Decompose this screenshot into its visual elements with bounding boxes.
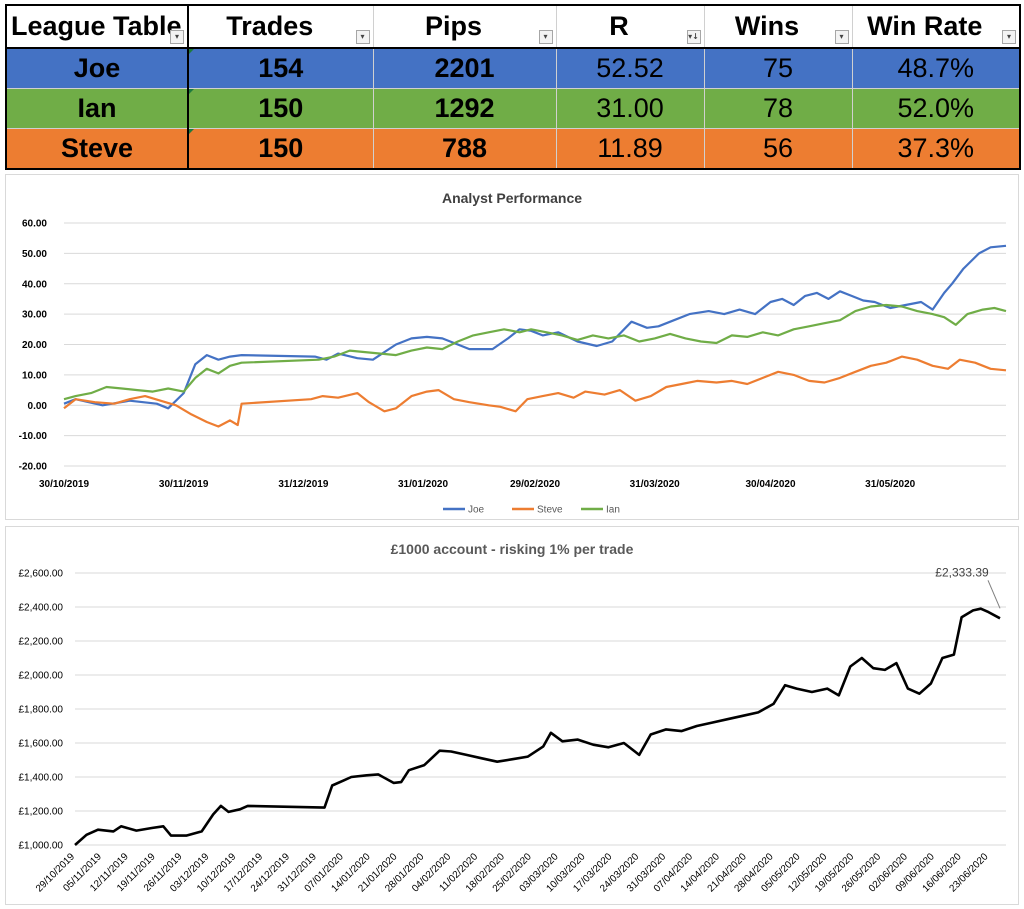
x-tick-label: 31/05/2020: [865, 479, 915, 490]
y-tick-label: 0.00: [28, 401, 48, 412]
filter-dropdown-icon[interactable]: ▾: [834, 30, 849, 44]
chart-title: £1000 account - risking 1% per trade: [391, 541, 634, 557]
table-header-label: League Table: [11, 11, 182, 41]
y-tick-label: 30.00: [22, 310, 47, 321]
account-balance-line[interactable]: [74, 607, 1001, 846]
table-header-4: Wins ▾: [703, 4, 853, 49]
table-header-label: R: [609, 11, 629, 41]
y-tick-label: £2,000.00: [19, 671, 64, 682]
table-row: Joe 154 2201 52.52 75 48.7%: [5, 47, 1021, 89]
cell-wins[interactable]: 78: [703, 88, 853, 129]
table-header-3: R ▾↓: [555, 4, 705, 49]
analyst-performance-svg: Analyst Performance 60.00 50.00 40.00 30.00 2…: [19, 190, 1007, 516]
y-tick-label: 20.00: [22, 340, 47, 351]
table-header-2: Pips ▾: [372, 4, 557, 49]
x-tick-label: 30/11/2019: [159, 479, 209, 490]
x-tick-label: 29/02/2020: [510, 479, 560, 490]
cell-win-rate[interactable]: 37.3%: [851, 128, 1021, 170]
cell-r[interactable]: 31.00: [555, 88, 705, 129]
cell-r[interactable]: 11.89: [555, 128, 705, 170]
cell-r[interactable]: 52.52: [555, 47, 705, 89]
cell-marker-icon: [189, 49, 194, 54]
table-header-label: Trades: [226, 11, 314, 41]
cell-wins[interactable]: 56: [703, 128, 853, 170]
cell-wins[interactable]: 75: [703, 47, 853, 89]
cell-name[interactable]: Joe: [5, 47, 189, 89]
cell-pips[interactable]: 2201: [372, 47, 557, 89]
cell-pips[interactable]: 1292: [372, 88, 557, 129]
table-row: Ian 150 1292 31.00 78 52.0%: [5, 88, 1021, 129]
table-row: Steve 150 788 11.89 56 37.3%: [5, 128, 1021, 170]
table-header-1: Trades ▾: [187, 4, 374, 49]
legend-item-joe[interactable]: Joe: [443, 505, 485, 516]
x-tick-label: 31/01/2020: [398, 479, 448, 490]
cell-win-rate[interactable]: 48.7%: [851, 47, 1021, 89]
filter-dropdown-icon[interactable]: ▾: [170, 30, 184, 44]
cell-trades[interactable]: 154: [187, 47, 374, 89]
y-tick-label: £1,400.00: [19, 773, 64, 784]
table-header-label: Pips: [424, 11, 483, 41]
cell-win-rate[interactable]: 52.0%: [851, 88, 1021, 129]
y-tick-label: £1,600.00: [19, 739, 64, 750]
table-header-label: Wins: [734, 11, 800, 41]
x-tick-label: 31/03/2020: [630, 479, 680, 490]
cell-marker-icon: [189, 129, 194, 134]
sort-descending-icon[interactable]: ▾↓: [686, 30, 701, 44]
legend-label: Joe: [468, 505, 485, 516]
legend-item-steve[interactable]: Steve: [512, 505, 563, 516]
y-tick-label: £2,200.00: [19, 637, 64, 648]
cell-name[interactable]: Steve: [5, 128, 189, 170]
y-tick-label: £1,200.00: [19, 807, 64, 818]
table-header-5: Win Rate ▾: [851, 4, 1021, 49]
y-tick-label: £1,800.00: [19, 705, 64, 716]
x-tick-label: 30/04/2020: [745, 479, 795, 490]
legend-label: Steve: [537, 505, 563, 516]
y-tick-label: 60.00: [22, 219, 47, 230]
cell-name[interactable]: Ian: [5, 88, 189, 129]
series-line-ian[interactable]: [63, 303, 1007, 401]
legend-label: Ian: [606, 505, 620, 516]
cell-pips[interactable]: 788: [372, 128, 557, 170]
cell-trades[interactable]: 150: [187, 88, 374, 129]
table-body: Joe 154 2201 52.52 75 48.7% Ian 150 1292 31.00 78 5…: [5, 47, 1021, 170]
y-tick-label: £2,600.00: [19, 569, 64, 580]
y-tick-label: £2,400.00: [19, 603, 64, 614]
y-tick-label: 50.00: [22, 249, 47, 260]
annotation-label: £2,333.39: [935, 565, 989, 579]
series-line-joe[interactable]: [63, 244, 1007, 410]
cell-trades[interactable]: 150: [187, 128, 374, 170]
series-line-steve[interactable]: [63, 355, 1007, 428]
filter-dropdown-icon[interactable]: ▾: [538, 30, 553, 44]
table-header-0: League Table ▾: [5, 4, 189, 49]
x-tick-label: 30/10/2019: [39, 479, 89, 490]
account-growth-chart[interactable]: £1000 account - risking 1% per trade £2,6…: [5, 526, 1019, 905]
table-header-row: League Table ▾ Trades ▾ Pips ▾ R ▾↓ Wins ▾ Win Rat…: [5, 4, 1021, 49]
y-tick-label: -20.00: [19, 462, 48, 473]
cell-marker-icon: [189, 89, 194, 94]
table-header-label: Win Rate: [867, 11, 983, 41]
x-tick-label: 31/12/2019: [278, 479, 328, 490]
league-table: League Table ▾ Trades ▾ Pips ▾ R ▾↓ Wins ▾ Win Rat…: [5, 4, 1021, 170]
annotation-leader: [987, 580, 1001, 609]
analyst-performance-chart[interactable]: Analyst Performance 60.00 50.00 40.00 30.00 2…: [5, 174, 1019, 520]
account-growth-svg: £1000 account - risking 1% per trade £2,6…: [19, 541, 1006, 895]
y-tick-label: 40.00: [22, 279, 47, 290]
filter-dropdown-icon[interactable]: ▾: [355, 30, 370, 44]
y-tick-label: £1,000.00: [19, 841, 64, 852]
chart-title: Analyst Performance: [442, 190, 582, 206]
y-tick-label: 10.00: [22, 370, 47, 381]
y-tick-label: -10.00: [19, 431, 48, 442]
legend-item-ian[interactable]: Ian: [581, 505, 620, 516]
filter-dropdown-icon[interactable]: ▾: [1002, 30, 1016, 44]
